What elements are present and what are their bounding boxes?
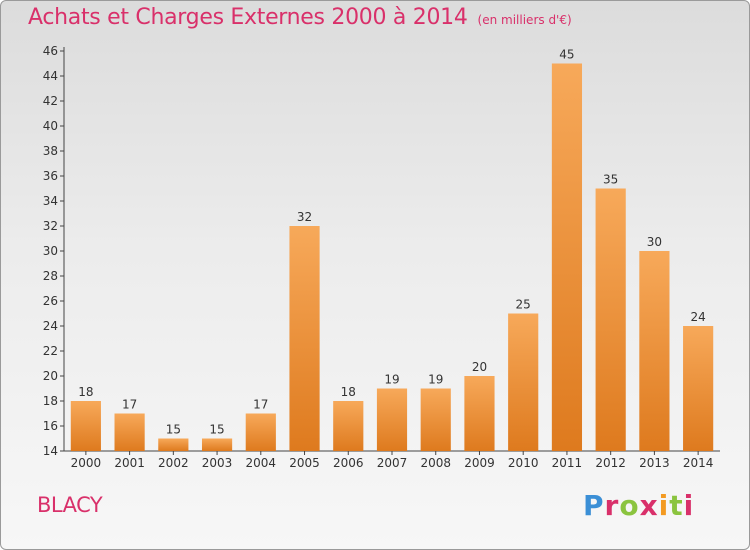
y-tick-label: 30	[43, 244, 58, 258]
logo-letter: t	[669, 489, 684, 522]
x-tick-label: 2008	[420, 456, 451, 470]
logo-letter: o	[619, 489, 640, 522]
y-tick-label: 36	[43, 169, 58, 183]
data-label: 45	[559, 48, 574, 62]
x-tick-label: 2014	[683, 456, 714, 470]
logo-letter: i	[683, 489, 695, 522]
data-label: 35	[603, 173, 618, 187]
data-label: 18	[341, 385, 356, 399]
bar	[639, 251, 670, 451]
proxiti-logo[interactable]: Proxiti	[583, 489, 694, 522]
data-label: 15	[209, 423, 224, 437]
bar	[595, 188, 626, 451]
y-tick-label: 14	[43, 444, 58, 458]
x-tick-label: 2003	[202, 456, 233, 470]
bar	[333, 401, 364, 451]
data-label: 25	[516, 298, 531, 312]
y-tick-label: 16	[43, 419, 58, 433]
chart-unit: (en milliers d'€)	[477, 13, 572, 27]
y-tick-label: 42	[43, 94, 58, 108]
y-tick-label: 40	[43, 119, 58, 133]
bar	[376, 388, 408, 451]
y-tick-label: 20	[43, 369, 58, 383]
x-tick-label: 2011	[552, 456, 583, 470]
data-label: 30	[647, 235, 662, 249]
chart-title: Achats et Charges Externes 2000 à 2014 (e…	[28, 5, 572, 30]
y-tick-label: 46	[43, 44, 58, 58]
bar	[508, 313, 539, 451]
x-tick-label: 2000	[71, 456, 102, 470]
y-tick-label: 32	[43, 219, 58, 233]
y-tick-label: 34	[43, 194, 58, 208]
logo-letter: r	[604, 489, 620, 522]
data-label: 32	[297, 210, 312, 224]
y-tick-label: 28	[43, 269, 58, 283]
x-tick-label: 2005	[289, 456, 320, 470]
bar	[201, 438, 233, 451]
data-label: 17	[253, 398, 268, 412]
logo-letter: P	[583, 489, 605, 522]
data-label: 18	[78, 385, 93, 399]
y-tick-label: 38	[43, 144, 58, 158]
bar	[464, 376, 495, 451]
bar	[551, 63, 583, 451]
y-tick-label: 22	[43, 344, 58, 358]
bar	[70, 401, 101, 451]
data-label: 19	[428, 373, 443, 387]
x-tick-label: 2013	[639, 456, 670, 470]
bar	[420, 388, 451, 451]
bar	[245, 413, 276, 451]
x-tick-label: 2002	[158, 456, 189, 470]
y-tick-label: 26	[43, 294, 58, 308]
x-tick-label: 2009	[464, 456, 495, 470]
x-tick-label: 2006	[333, 456, 364, 470]
y-tick-label: 24	[43, 319, 58, 333]
data-label: 15	[166, 423, 181, 437]
bar	[114, 413, 145, 451]
x-tick-label: 2010	[508, 456, 539, 470]
town-name: BLACY	[37, 493, 103, 517]
chart-title-text: Achats et Charges Externes 2000 à 2014	[28, 5, 468, 30]
y-tick-label: 44	[43, 69, 58, 83]
bar	[158, 438, 189, 451]
data-label: 20	[472, 360, 487, 374]
data-label: 19	[384, 373, 399, 387]
data-label: 24	[690, 310, 705, 324]
bar	[289, 226, 320, 451]
x-tick-label: 2001	[114, 456, 145, 470]
logo-letter: x	[639, 489, 659, 522]
y-tick-label: 18	[43, 394, 58, 408]
x-tick-label: 2012	[595, 456, 626, 470]
x-tick-label: 2004	[246, 456, 277, 470]
logo-letter: i	[658, 489, 670, 522]
data-label: 17	[122, 398, 137, 412]
bar	[683, 326, 714, 451]
x-tick-label: 2007	[377, 456, 408, 470]
